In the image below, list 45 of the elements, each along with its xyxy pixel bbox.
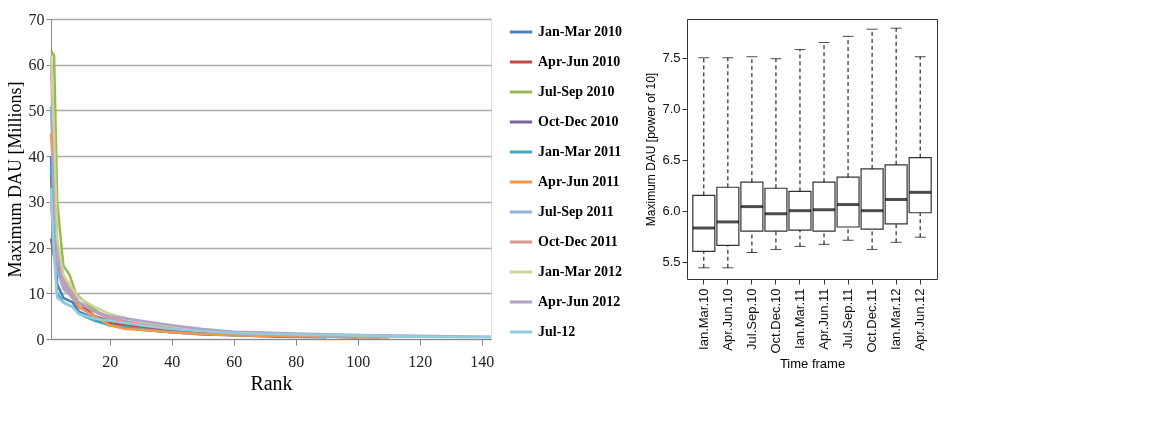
x-axis-title: Rank: [250, 371, 293, 394]
x-tick-label: 140: [470, 352, 495, 370]
legend-label: Apr-Jun 2010: [538, 54, 621, 69]
legend-label: Jan-Mar 2010: [538, 24, 623, 39]
x-tick-label: 40: [164, 352, 181, 370]
x-tick-label: 120: [408, 352, 433, 370]
x-tick-label: Ian.Mar.11: [791, 288, 807, 349]
x-tick-label: Jul.Sep.11: [840, 288, 856, 349]
y-axis-title: Maximum DAU [power of 10]: [644, 72, 659, 227]
y-tick-label: 7.5: [662, 50, 681, 66]
legend-label: Jan-Mar 2012: [538, 264, 623, 279]
y-tick-label: 50: [28, 101, 45, 119]
legend-label: Apr-Jun 2011: [538, 174, 620, 189]
x-tick-label: 100: [346, 352, 371, 370]
x-tick-label: 80: [288, 352, 305, 370]
x-axis-title: Time frame: [779, 355, 846, 371]
legend-label: Oct-Dec 2010: [538, 114, 619, 129]
legend-label: Jul-Sep 2010: [538, 84, 615, 99]
legend-label: Oct-Dec 2011: [538, 234, 618, 249]
y-tick-label: 10: [28, 284, 45, 302]
y-tick-label: 60: [28, 56, 45, 74]
x-tick-label: Apr.Jun.10: [719, 288, 735, 351]
y-tick-label: 6.5: [662, 152, 681, 168]
x-tick-label: Apr.Jun.11: [816, 288, 832, 350]
y-tick-label: 30: [28, 193, 45, 211]
y-axis-title: Maximum DAU [Millions]: [4, 81, 25, 278]
y-tick-label: 70: [28, 10, 45, 28]
legend-label: Jul-12: [538, 324, 576, 339]
legend-label: Jul-Sep 2011: [538, 204, 614, 219]
y-tick-label: 5.5: [662, 254, 681, 270]
legend-label: Apr-Jun 2012: [538, 294, 621, 309]
x-tick-label: Ian.Mar.10: [695, 288, 711, 350]
x-tick-label: 20: [102, 352, 119, 370]
x-tick-label: Oct.Dec.11: [864, 288, 880, 353]
y-tick-label: 40: [28, 147, 45, 165]
legend-label: Jan-Mar 2011: [538, 144, 622, 159]
x-tick-label: Oct.Dec.10: [767, 288, 783, 354]
y-tick-label: 20: [28, 239, 45, 257]
x-tick-label: Apr.Jun.12: [912, 288, 928, 351]
x-tick-label: Ian.Mar.12: [888, 288, 904, 350]
x-tick-label: Jul.Sep.10: [743, 288, 759, 350]
y-tick-label: 7.0: [662, 101, 681, 117]
x-tick-label: 60: [226, 352, 243, 370]
y-tick-label: 6.0: [662, 203, 681, 219]
y-tick-label: 0: [36, 330, 45, 348]
